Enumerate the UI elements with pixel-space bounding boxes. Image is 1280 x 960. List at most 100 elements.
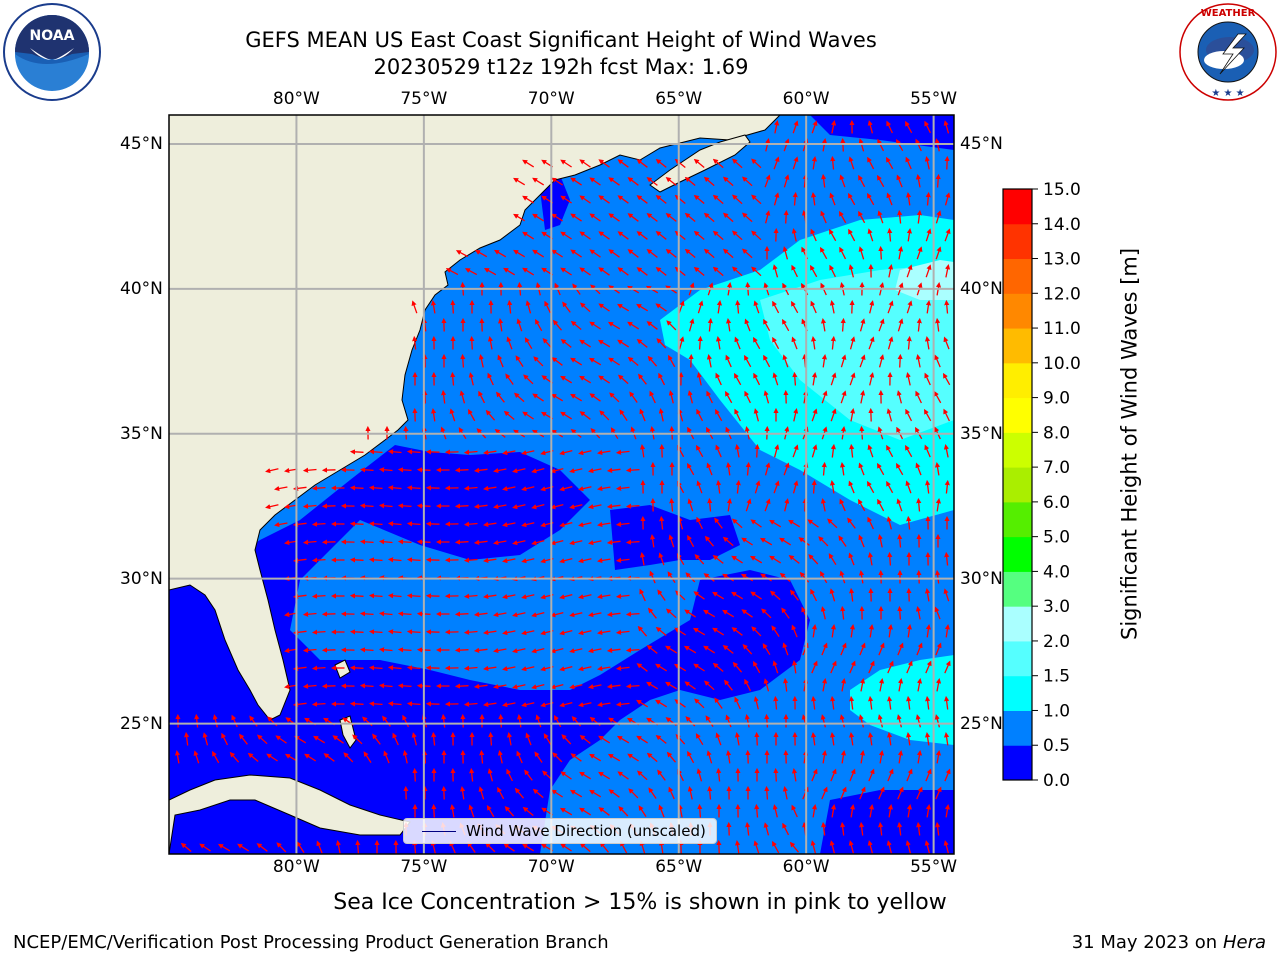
wave-direction-arrow (782, 246, 789, 260)
wave-direction-arrow (668, 390, 674, 404)
wave-direction-arrow (658, 552, 665, 566)
wave-direction-arrow (387, 449, 402, 455)
wave-direction-arrow (791, 336, 798, 350)
wave-direction-arrow (830, 624, 836, 638)
wave-direction-arrow (811, 408, 818, 422)
wave-direction-arrow (867, 192, 875, 206)
wave-direction-arrow (359, 611, 374, 617)
wave-direction-arrow (637, 625, 648, 637)
lon-tick-top: 60°W (782, 89, 830, 109)
wave-direction-arrow (867, 480, 875, 494)
wave-direction-arrow (579, 807, 592, 816)
wave-direction-arrow (445, 268, 459, 276)
wave-direction-arrow (571, 715, 582, 727)
wave-direction-arrow (751, 626, 762, 637)
wave-direction-arrow (772, 336, 780, 350)
wave-direction-arrow (636, 231, 648, 240)
wave-direction-arrow (579, 159, 591, 168)
wave-direction-arrow (550, 611, 564, 618)
wave-direction-arrow (616, 735, 630, 744)
wave-direction-arrow (935, 821, 941, 836)
wave-direction-arrow (569, 648, 583, 654)
wave-direction-arrow (378, 683, 393, 689)
wave-direction-arrow (821, 786, 828, 800)
wave-direction-arrow (867, 840, 874, 854)
wave-direction-arrow (561, 734, 572, 745)
wave-direction-arrow (924, 372, 931, 386)
wave-direction-arrow (924, 336, 931, 350)
wave-direction-arrow (772, 804, 778, 818)
wave-direction-arrow (840, 821, 846, 836)
wave-direction-arrow (886, 840, 893, 854)
wave-direction-arrow (925, 768, 932, 782)
wave-direction-arrow (915, 174, 922, 188)
wave-direction-arrow (879, 282, 885, 296)
wave-direction-arrow (665, 248, 677, 258)
wave-direction-arrow (858, 210, 866, 224)
wave-direction-arrow (625, 539, 640, 545)
wave-direction-arrow (811, 768, 818, 782)
wave-direction-arrow (589, 321, 601, 330)
wave-direction-arrow (552, 752, 563, 763)
wave-direction-arrow (551, 393, 564, 402)
wave-direction-arrow (763, 678, 770, 692)
wave-direction-arrow (943, 588, 950, 602)
wave-direction-arrow (275, 735, 287, 744)
wave-direction-arrow (887, 227, 893, 242)
wave-direction-arrow (849, 660, 856, 674)
wave-direction-arrow (335, 840, 341, 854)
wave-direction-arrow (551, 789, 563, 798)
wave-direction-arrow (763, 282, 770, 296)
wave-direction-arrow (655, 734, 667, 744)
wave-direction-arrow (416, 539, 431, 545)
wave-direction-arrow (887, 300, 894, 314)
wave-direction-arrow (791, 300, 799, 314)
wave-direction-arrow (431, 408, 437, 422)
wave-direction-arrow (697, 335, 703, 350)
map-field (169, 115, 954, 854)
wave-direction-arrow (810, 300, 817, 314)
wave-direction-arrow (726, 282, 733, 296)
wave-direction-arrow (659, 840, 665, 854)
wave-direction-arrow (789, 841, 799, 853)
wave-direction-arrow (753, 408, 760, 422)
wave-direction-arrow (703, 248, 715, 259)
wave-direction-arrow (849, 372, 856, 386)
wave-direction-arrow (579, 771, 592, 780)
wave-direction-arrow (811, 156, 817, 170)
wave-direction-arrow (463, 521, 478, 527)
wave-direction-arrow (636, 735, 648, 744)
wave-direction-arrow (627, 753, 639, 762)
wave-direction-arrow (687, 462, 695, 476)
wave-direction-arrow (829, 588, 836, 602)
wave-direction-arrow (650, 534, 656, 548)
wave-direction-arrow (849, 624, 855, 638)
map-frame (168, 114, 955, 855)
wave-direction-arrow (782, 354, 789, 368)
wave-direction-arrow (754, 731, 760, 746)
wave-direction-arrow (579, 302, 591, 313)
lon-tick-bottom: 55°W (910, 857, 958, 877)
wave-direction-arrow (378, 647, 393, 653)
wave-direction-arrow (696, 444, 704, 458)
wave-direction-arrow (783, 138, 790, 152)
wave-direction-arrow (769, 555, 782, 564)
wave-direction-arrow (906, 335, 912, 350)
wave-direction-arrow (943, 372, 951, 386)
wave-direction-arrow (906, 192, 912, 206)
wave-direction-arrow (469, 335, 475, 350)
wave-direction-arrow (821, 461, 827, 476)
wave-direction-arrow (753, 300, 760, 314)
wave-direction-arrow (745, 498, 752, 512)
wave-direction-arrow (368, 449, 383, 455)
wave-direction-arrow (772, 840, 780, 854)
wave-direction-arrow (502, 486, 516, 492)
wave-direction-arrow (349, 557, 364, 563)
colorbar-tick-label: 5.0 (1043, 528, 1070, 548)
wave-direction-arrow (488, 731, 494, 746)
wave-direction-arrow (647, 607, 657, 619)
wave-direction-arrow (570, 753, 582, 762)
wave-direction-arrow (512, 540, 526, 546)
wave-direction-arrow (411, 732, 418, 746)
wave-direction-arrow (559, 449, 573, 456)
